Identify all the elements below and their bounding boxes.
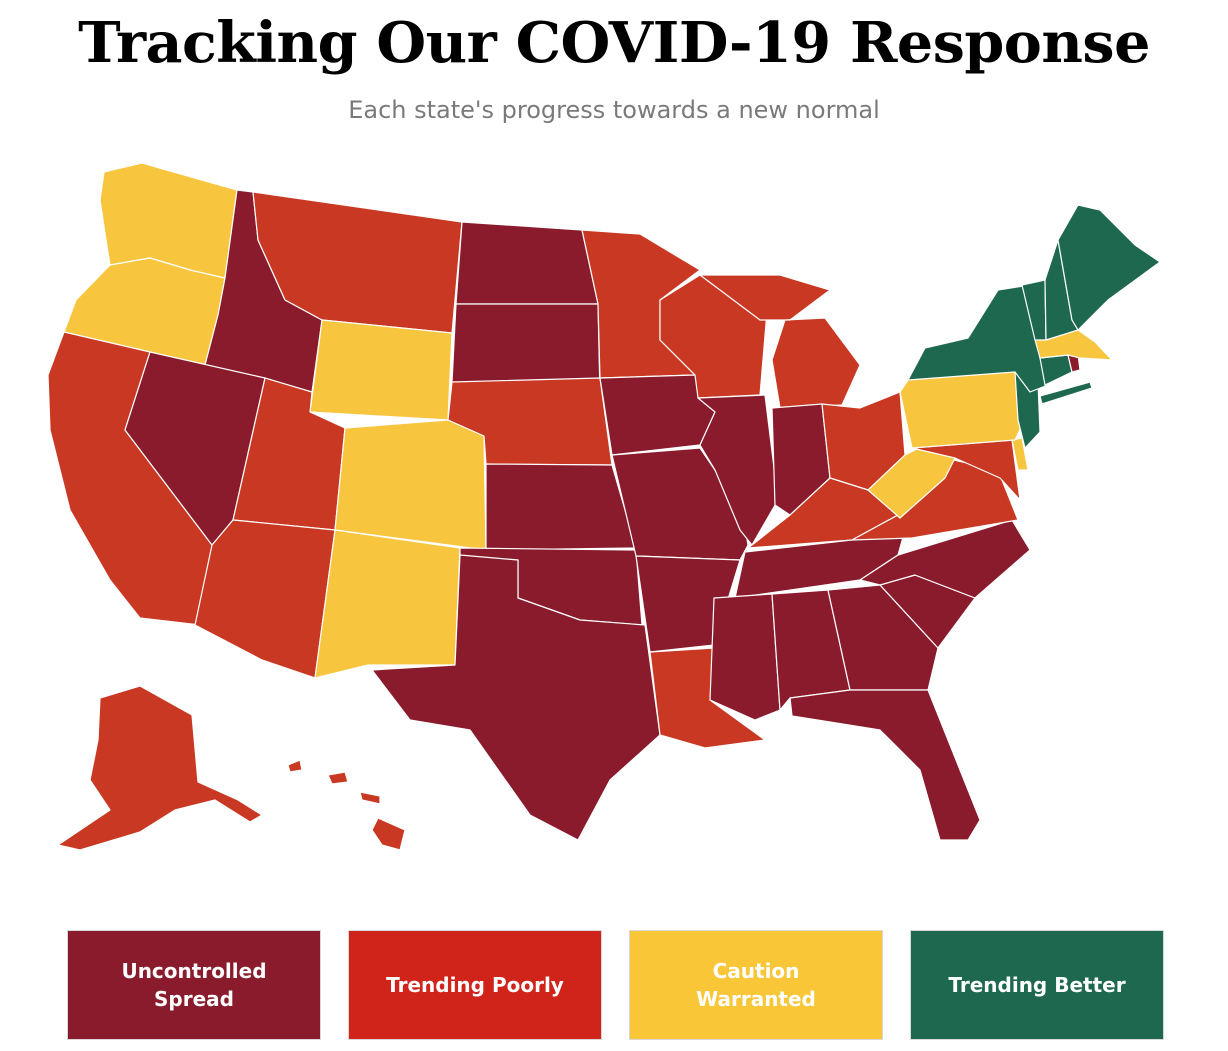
state-KS[interactable] [485,463,637,551]
state-ND[interactable] [455,221,599,305]
legend-label: Trending Poorly [386,973,564,997]
state-CO[interactable] [334,419,487,551]
state-WA[interactable] [99,162,238,279]
state-DE[interactable] [1011,437,1029,471]
legend-trending-better: Trending Better [910,930,1164,1040]
legend-label: Caution Warranted [696,959,816,1011]
legend-trending-poorly: Trending Poorly [348,930,602,1040]
state-TX[interactable] [371,554,661,841]
state-FL[interactable] [789,689,981,841]
legend-caution-warranted: Caution Warranted [629,930,883,1040]
legend-uncontrolled-spread: Uncontrolled Spread [67,930,321,1040]
state-NC[interactable] [859,519,1031,599]
page-title: Tracking Our COVID-19 Response [78,10,1150,76]
page-subtitle: Each state's progress towards a new norm… [348,96,880,124]
state-AK[interactable] [57,685,263,851]
state-MI[interactable] [699,274,861,409]
legend-label: Uncontrolled Spread [121,959,267,1011]
state-IL[interactable] [697,394,779,546]
state-WY[interactable] [309,319,453,421]
state-HI[interactable] [287,759,406,851]
state-ME[interactable] [1057,204,1161,331]
state-GA[interactable] [827,584,939,691]
state-CT[interactable] [1039,354,1073,386]
state-PA[interactable] [899,367,1031,449]
state-AZ[interactable] [194,519,336,679]
state-MS[interactable] [709,593,781,721]
state-NM[interactable] [314,529,461,679]
legend-label: Trending Better [948,973,1126,997]
